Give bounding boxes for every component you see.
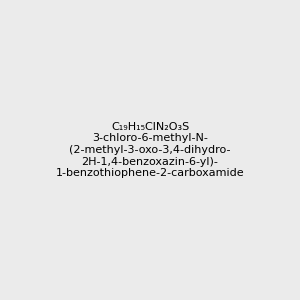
Text: C₁₉H₁₅ClN₂O₃S
3-chloro-6-methyl-N-
(2-methyl-3-oxo-3,4-dihydro-
2H-1,4-benzoxazi: C₁₉H₁₅ClN₂O₃S 3-chloro-6-methyl-N- (2-me… bbox=[56, 122, 244, 178]
